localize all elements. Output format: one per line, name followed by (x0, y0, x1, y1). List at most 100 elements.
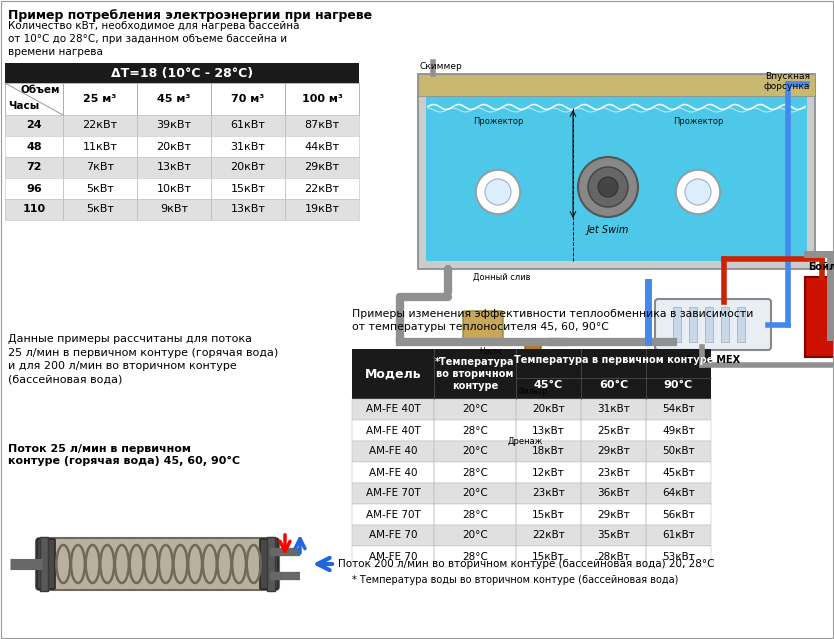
Bar (211, 83, 285, 115)
Text: Часы: Часы (8, 101, 39, 111)
Text: 20кВт: 20кВт (230, 162, 265, 173)
Text: Прожектор: Прожектор (473, 117, 523, 126)
Text: *Температура
во вторичном
контуре: *Температура во вторичном контуре (435, 357, 515, 392)
Text: AM-FE 40T: AM-FE 40T (365, 404, 420, 415)
Text: * Температура воды во вторичном контуре (бассейновая вода): * Температура воды во вторичном контуре … (352, 575, 678, 585)
FancyBboxPatch shape (655, 299, 771, 350)
Text: 13кВт: 13кВт (157, 162, 192, 173)
Bar (137, 178, 211, 199)
Bar (40, 537, 48, 591)
Bar (63, 83, 137, 115)
Bar (434, 504, 516, 525)
Text: 70 м³: 70 м³ (231, 94, 264, 104)
Bar (352, 399, 711, 420)
Bar (137, 83, 211, 115)
Text: 60°C: 60°C (599, 380, 628, 390)
Bar (516, 525, 581, 546)
Circle shape (578, 157, 638, 217)
Bar (63, 115, 137, 136)
Circle shape (598, 177, 618, 197)
Bar (418, 74, 815, 269)
Text: 20°C: 20°C (462, 404, 488, 415)
Text: 39кВт: 39кВт (157, 121, 192, 130)
Text: AM-FE 70: AM-FE 70 (369, 530, 417, 541)
Bar (352, 546, 434, 567)
Text: 15кВт: 15кВт (532, 509, 565, 520)
Text: Насос: Насос (480, 347, 503, 356)
Bar (285, 136, 359, 157)
Bar (352, 504, 434, 525)
Bar (581, 546, 646, 567)
Bar (5, 178, 359, 199)
Text: 24: 24 (26, 121, 42, 130)
Text: Jet Swim: Jet Swim (587, 225, 629, 235)
Bar (267, 537, 275, 591)
Bar (137, 199, 211, 220)
Text: 22кВт: 22кВт (532, 530, 565, 541)
Bar (737, 307, 745, 342)
Text: 28°C: 28°C (462, 426, 488, 436)
Text: Объем: Объем (21, 85, 60, 95)
Text: 23кВт: 23кВт (597, 468, 630, 477)
Bar (434, 420, 516, 441)
Bar (137, 136, 211, 157)
Bar (63, 157, 137, 178)
Bar (5, 136, 63, 157)
Text: 100 м³: 100 м³ (302, 94, 343, 104)
Text: 15кВт: 15кВт (532, 551, 565, 562)
Text: 5кВт: 5кВт (86, 204, 114, 215)
Text: 56кВт: 56кВт (662, 509, 695, 520)
Bar (63, 199, 137, 220)
Text: 20кВт: 20кВт (532, 404, 565, 415)
Bar (434, 546, 516, 567)
Text: AM-FE 40: AM-FE 40 (369, 447, 417, 456)
Bar (646, 420, 711, 441)
Bar (285, 115, 359, 136)
Text: AM-FE 40T: AM-FE 40T (365, 426, 420, 436)
Bar (5, 157, 359, 178)
Text: 31кВт: 31кВт (230, 141, 265, 151)
Bar (434, 399, 516, 420)
Text: Данные примеры рассчитаны для потока
25 л/мин в первичном контуре (горячая вода): Данные примеры рассчитаны для потока 25 … (8, 334, 279, 385)
Bar (581, 504, 646, 525)
Bar (5, 178, 63, 199)
Bar (426, 96, 807, 261)
Text: 29кВт: 29кВт (597, 447, 630, 456)
Text: 28°C: 28°C (462, 509, 488, 520)
Text: 53кВт: 53кВт (662, 551, 695, 562)
Text: 23кВт: 23кВт (532, 488, 565, 498)
Text: 28кВт: 28кВт (597, 551, 630, 562)
Bar (352, 525, 711, 546)
Text: 110: 110 (23, 204, 46, 215)
Text: 45кВт: 45кВт (662, 468, 695, 477)
Text: 64кВт: 64кВт (662, 488, 695, 498)
Text: 22кВт: 22кВт (83, 121, 118, 130)
Text: 12кВт: 12кВт (532, 468, 565, 477)
Text: Aqua MEX: Aqua MEX (686, 355, 741, 365)
Text: 31кВт: 31кВт (597, 404, 630, 415)
Text: 45°C: 45°C (534, 380, 563, 390)
FancyBboxPatch shape (463, 311, 503, 339)
Text: Скиммер: Скиммер (420, 62, 463, 71)
Text: 10кВт: 10кВт (157, 183, 192, 194)
Bar (63, 136, 137, 157)
Text: ΔT=18 (10°C - 28°C): ΔT=18 (10°C - 28°C) (111, 66, 253, 79)
Bar (516, 462, 581, 483)
Bar (434, 462, 516, 483)
Text: 50кВт: 50кВт (662, 447, 695, 456)
Bar (352, 546, 711, 567)
Text: Дренаж: Дренаж (508, 437, 544, 446)
Text: 90°C: 90°C (664, 380, 693, 390)
Text: 25кВт: 25кВт (597, 426, 630, 436)
Bar (285, 178, 359, 199)
Text: AM-FE 70T: AM-FE 70T (365, 488, 420, 498)
Bar (581, 525, 646, 546)
Bar (5, 199, 359, 220)
Text: 20°C: 20°C (462, 530, 488, 541)
Text: Прожектор: Прожектор (673, 117, 723, 126)
Text: 25 м³: 25 м³ (83, 94, 117, 104)
Bar (352, 349, 711, 399)
Bar (63, 178, 137, 199)
Text: 96: 96 (26, 183, 42, 194)
Text: Температура в первичном контуре: Температура в первичном контуре (514, 355, 713, 365)
